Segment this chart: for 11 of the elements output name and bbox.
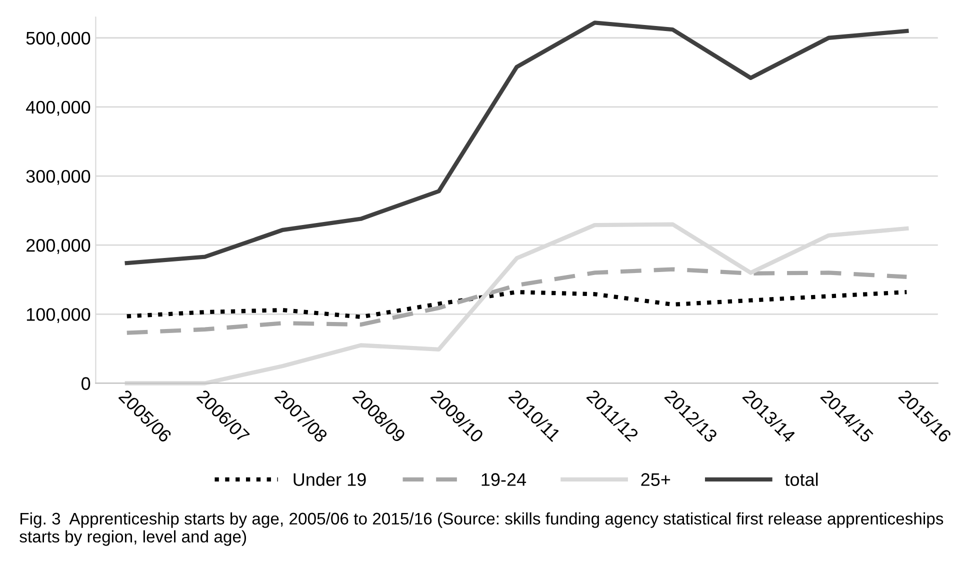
caption: Fig. 3 Apprenticeship starts by age, 2005/06 to 2015/16 (Source: skills funding agency statistical first release apprenticeships starts by region, level and age) <box>20 512 944 546</box>
legend-label: 19-24 <box>482 473 526 486</box>
legend-label: 25+ <box>641 473 670 486</box>
y-tick-label: 400,000 <box>26 100 90 116</box>
legend-label: Under 19 <box>294 472 366 486</box>
y-tick-label: 500,000 <box>26 32 90 47</box>
y-tick-label: 200,000 <box>26 239 90 254</box>
y-tick-label: 0 <box>82 377 90 390</box>
y-tick-label: 100,000 <box>26 308 90 324</box>
legend-label: total <box>784 472 818 486</box>
y-tick-label: 300,000 <box>26 170 90 185</box>
